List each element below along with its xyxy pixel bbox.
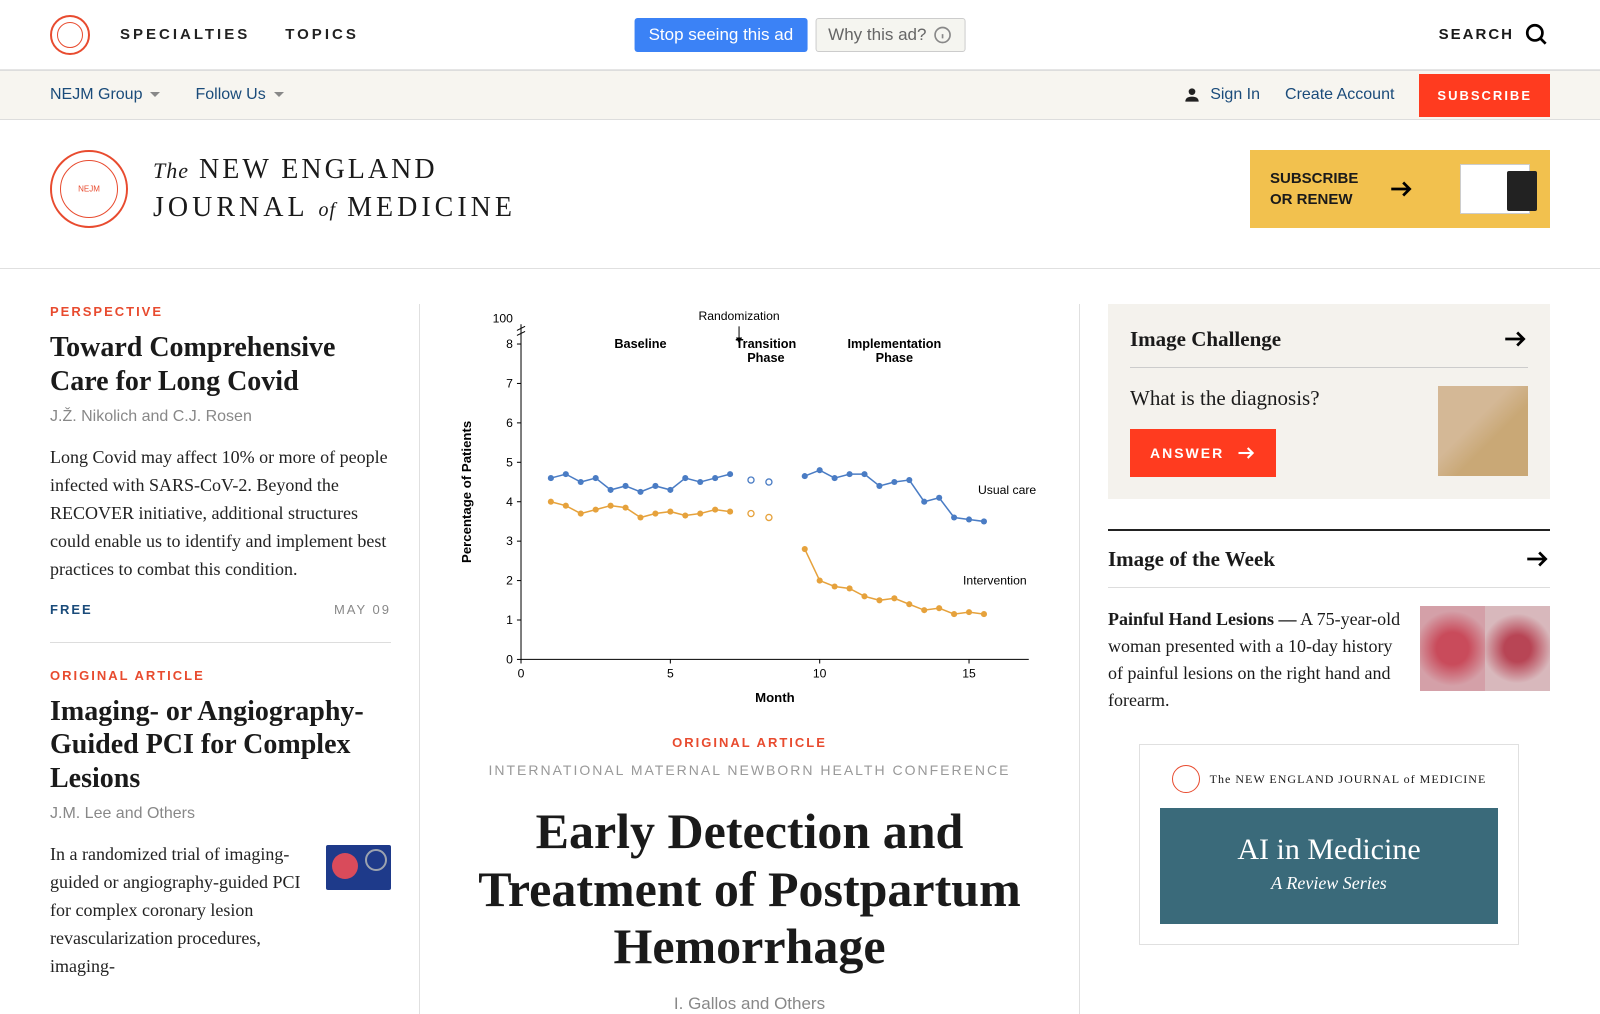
right-column: Image Challenge What is the diagnosis? A… [1080,304,1550,1014]
article-date: MAY 09 [334,602,391,617]
svg-text:Transition: Transition [736,337,797,351]
search-icon [1524,22,1550,48]
ad-title: AI in Medicine [1170,833,1488,867]
article-authors: J.M. Lee and Others [50,805,391,823]
arrow-right-icon [1388,176,1414,202]
divider [50,642,391,643]
top-nav: SPECIALTIES TOPICS Stop seeing this ad W… [0,0,1600,70]
svg-text:8: 8 [506,337,513,351]
svg-text:100: 100 [493,311,514,325]
subscribe-button[interactable]: SUBSCRIBE [1419,74,1550,117]
search-button[interactable]: SEARCH [1439,22,1550,48]
middle-column: 0 1 2 3 4 5 6 7 8 100 0 5 10 15 Month Percentage of Pat… [420,304,1080,1014]
search-label: SEARCH [1439,26,1514,43]
diagnosis-question: What is the diagnosis? [1130,386,1320,411]
svg-text:6: 6 [506,416,513,430]
svg-text:Implementation: Implementation [847,337,941,351]
article-kicker: PERSPECTIVE [50,304,391,319]
svg-text:Month: Month [755,690,795,705]
svg-text:7: 7 [506,377,513,391]
article-title[interactable]: Imaging- or Angiography-Guided PCI for C… [50,695,391,796]
ad-logo-icon [1172,765,1200,793]
image-of-week-item[interactable]: Painful Hand Lesions — A 75-year-old wom… [1108,606,1550,714]
image-of-week-header[interactable]: Image of the Week [1108,529,1550,588]
svg-text:15: 15 [962,667,976,681]
svg-text:Phase: Phase [876,351,913,365]
svg-text:Randomization: Randomization [698,309,779,323]
nejm-group-dropdown[interactable]: NEJM Group [50,86,160,104]
info-icon [932,25,952,45]
sign-in-link[interactable]: Sign In [1182,85,1260,105]
svg-text:Usual care: Usual care [978,483,1036,497]
logo-large[interactable] [50,150,128,228]
free-badge: FREE [50,602,93,617]
stop-ad-button[interactable]: Stop seeing this ad [635,18,808,52]
chevron-down-icon [150,92,160,98]
follow-us-dropdown[interactable]: Follow Us [195,86,283,104]
subscribe-renew-banner[interactable]: SUBSCRIBE OR RENEW [1250,150,1550,228]
svg-text:10: 10 [813,667,827,681]
svg-text:Baseline: Baseline [614,337,666,351]
article-title[interactable]: Toward Comprehensive Care for Long Covid [50,331,391,398]
masthead-title[interactable]: The NEW ENGLAND JOURNAL of MEDICINE [153,151,516,227]
svg-text:3: 3 [506,534,513,548]
hero-authors: I. Gallos and Others [455,994,1044,1014]
iotw-image [1420,606,1550,691]
svg-text:1: 1 [506,613,513,627]
ad-brand: The NEW ENGLAND JOURNAL of MEDICINE [1210,772,1487,787]
image-challenge-header[interactable]: Image Challenge [1130,326,1528,368]
hero-kicker: ORIGINAL ARTICLE [455,735,1044,750]
article-meta: FREE MAY 09 [50,602,391,617]
user-icon [1182,85,1202,105]
nav-specialties[interactable]: SPECIALTIES [120,26,250,43]
ai-medicine-ad[interactable]: The NEW ENGLAND JOURNAL of MEDICINE AI i… [1139,744,1519,945]
svg-text:0: 0 [506,652,513,666]
svg-text:Phase: Phase [747,351,784,365]
renew-thumbnail [1460,164,1530,214]
hero-chart: 0 1 2 3 4 5 6 7 8 100 0 5 10 15 Month Percentage of Pat… [455,304,1044,715]
arrow-right-icon [1524,546,1550,572]
svg-text:Percentage of Patients: Percentage of Patients [459,421,474,563]
svg-text:0: 0 [518,667,525,681]
arrow-right-icon [1236,443,1256,463]
image-challenge-widget: Image Challenge What is the diagnosis? A… [1108,304,1550,499]
hero-title[interactable]: Early Detection and Treatment of Postpar… [455,803,1044,976]
svg-text:4: 4 [506,495,513,509]
svg-text:5: 5 [506,455,513,469]
iotw-text: Painful Hand Lesions — A 75-year-old wom… [1108,606,1405,714]
svg-text:2: 2 [506,574,513,588]
article-thumbnail[interactable] [326,845,391,890]
left-column: PERSPECTIVE Toward Comprehensive Care fo… [50,304,420,1014]
chevron-down-icon [274,92,284,98]
svg-text:Intervention: Intervention [963,574,1027,588]
create-account-link[interactable]: Create Account [1285,86,1394,104]
article-blurb: Long Covid may affect 10% or more of peo… [50,444,391,583]
hero-conference: INTERNATIONAL MATERNAL NEWBORN HEALTH CO… [455,762,1044,778]
diagnosis-image[interactable] [1438,386,1528,476]
article-blurb: In a randomized trial of imaging-guided … [50,841,311,980]
nav-topics[interactable]: TOPICS [285,26,359,43]
why-ad-label: Why this ad? [828,25,926,45]
masthead: The NEW ENGLAND JOURNAL of MEDICINE SUBS… [0,120,1600,269]
secondary-bar: NEJM Group Follow Us Sign In Create Acco… [0,70,1600,120]
ad-subtitle: A Review Series [1170,873,1488,894]
ad-controls: Stop seeing this ad Why this ad? [635,18,966,52]
svg-text:5: 5 [667,667,674,681]
answer-button[interactable]: ANSWER [1130,429,1276,477]
article-kicker: ORIGINAL ARTICLE [50,668,391,683]
article-authors: J.Ž. Nikolich and C.J. Rosen [50,408,391,426]
arrow-right-icon [1502,326,1528,352]
content-grid: PERSPECTIVE Toward Comprehensive Care fo… [0,269,1600,1014]
why-ad-button[interactable]: Why this ad? [815,18,965,52]
logo-small[interactable] [50,15,90,55]
